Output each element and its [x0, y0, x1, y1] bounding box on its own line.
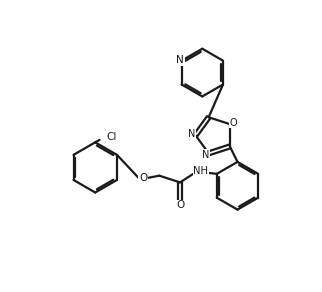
- Text: N: N: [176, 55, 184, 65]
- Text: N: N: [202, 150, 209, 160]
- Text: O: O: [230, 118, 237, 128]
- Text: O: O: [176, 200, 184, 210]
- Text: NH: NH: [194, 166, 208, 176]
- Text: Cl: Cl: [106, 132, 116, 142]
- Text: N: N: [188, 129, 195, 139]
- Text: O: O: [139, 173, 147, 183]
